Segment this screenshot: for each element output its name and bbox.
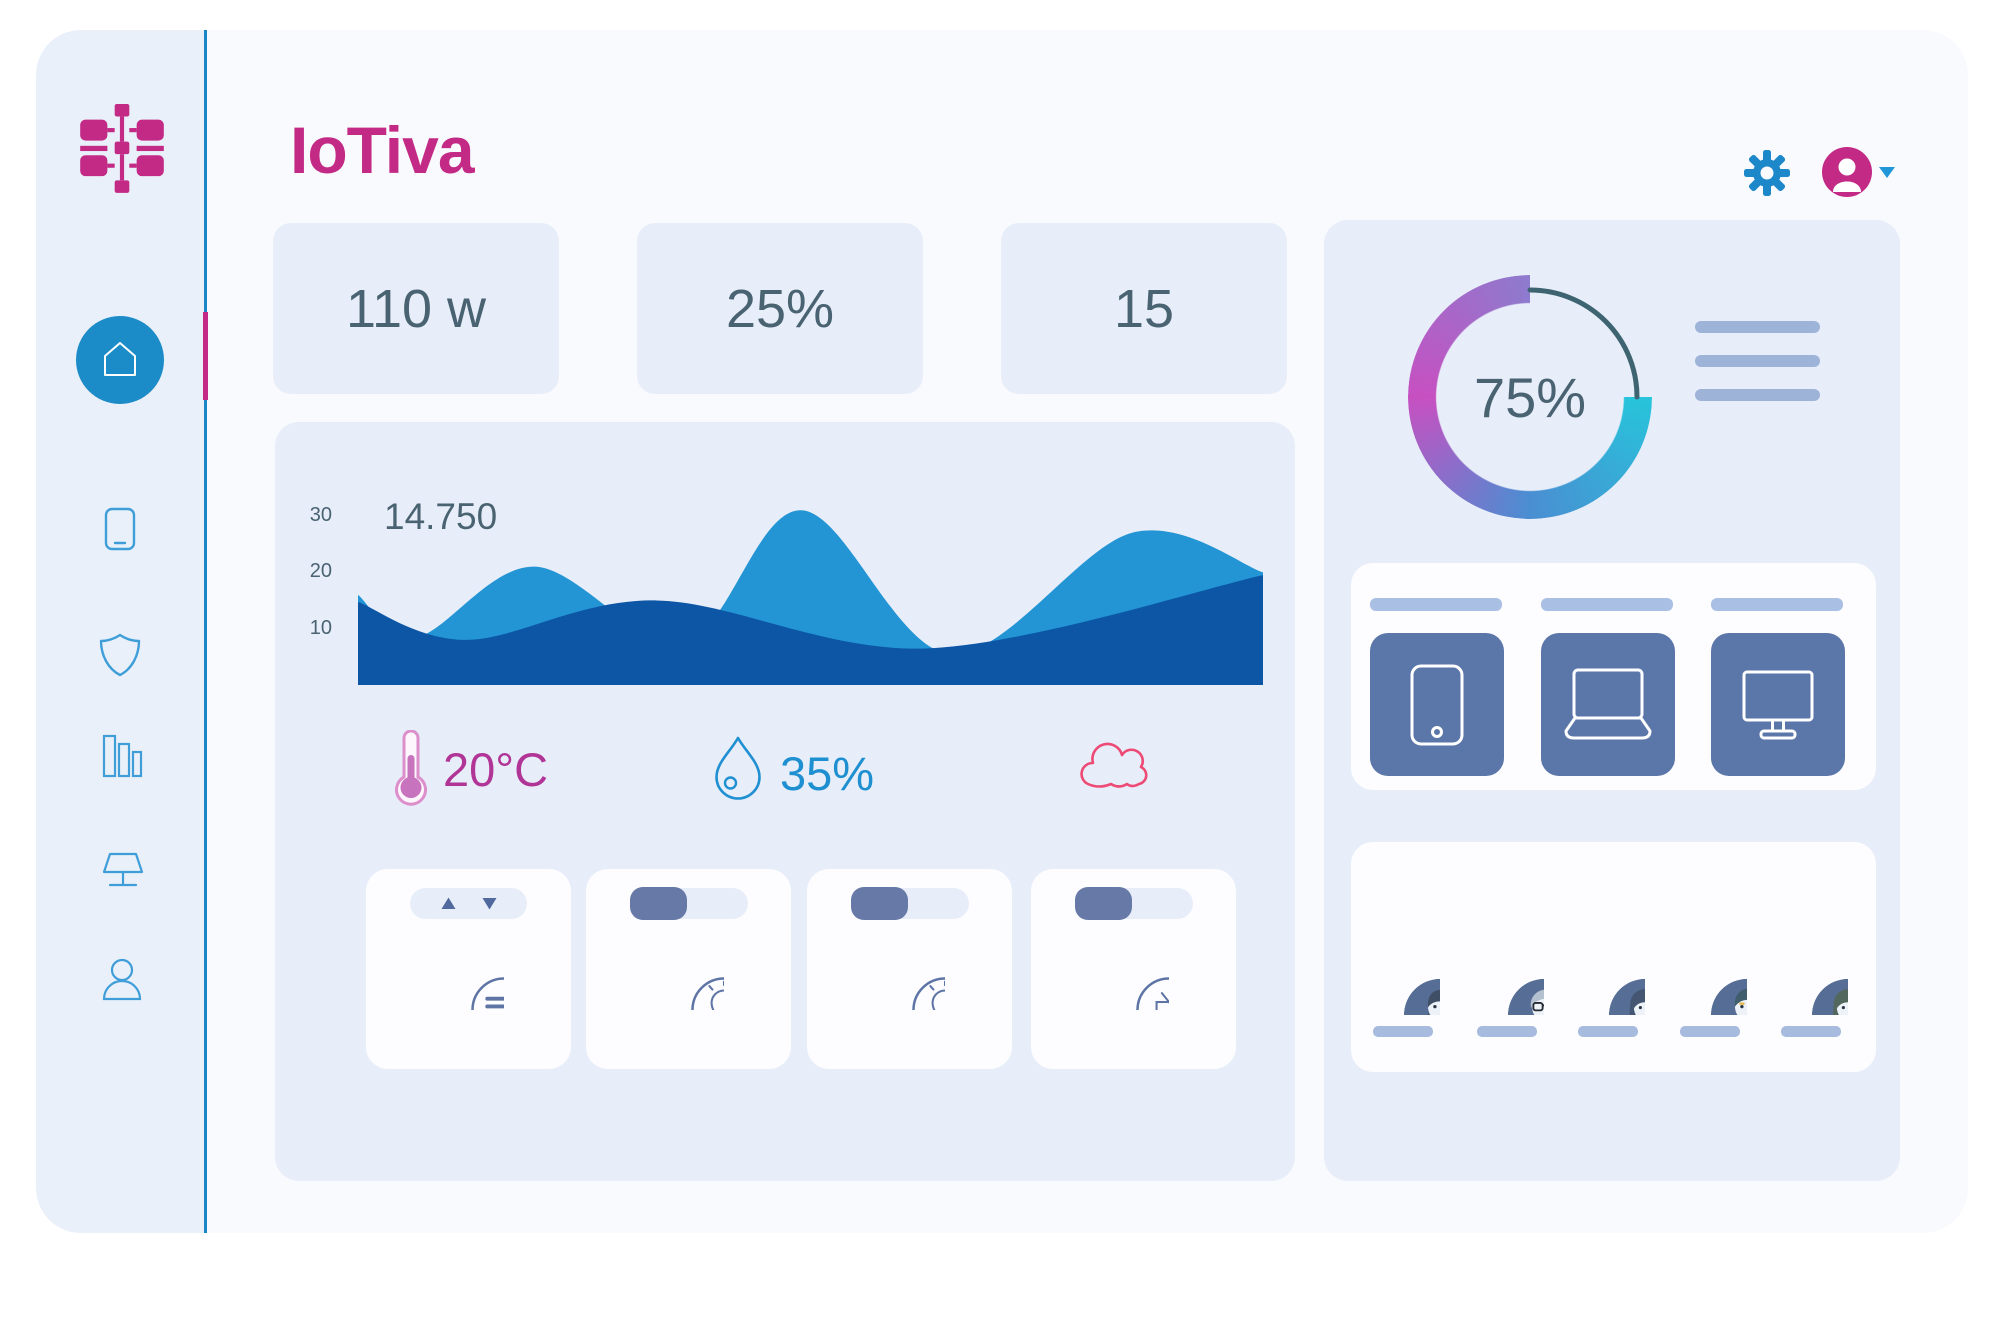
blinds-stepper[interactable] — [410, 888, 527, 919]
device-label-bar — [1541, 598, 1673, 611]
area-chart — [358, 510, 1263, 685]
tv-icon[interactable] — [1098, 939, 1169, 1010]
usage-donut-chart: 75% — [1408, 275, 1652, 519]
user-name-bar — [1578, 1026, 1638, 1037]
thermometer-icon — [395, 730, 427, 806]
stat-value: 15 — [1113, 278, 1175, 339]
devices-card — [1351, 563, 1876, 790]
avatar-woman-blue[interactable] — [1774, 941, 1848, 1015]
tv-toggle[interactable] — [1075, 887, 1193, 920]
stat-card-percent: 25% — [637, 223, 923, 394]
stat-card-power: 110 w — [273, 223, 559, 394]
donut-remainder-arc — [1527, 287, 1640, 400]
sidebar-item-lighting[interactable] — [99, 845, 147, 893]
device-label-bar — [1711, 598, 1843, 611]
menu-lines-icon[interactable] — [1695, 321, 1820, 401]
temperature-value: 20°C — [443, 743, 549, 796]
sidebar-item-home[interactable] — [76, 316, 164, 404]
device-tile-laptop[interactable] — [1541, 633, 1675, 776]
water-drop-icon — [715, 736, 761, 800]
down-arrow-icon[interactable] — [482, 897, 497, 910]
device-tile-monitor[interactable] — [1711, 633, 1845, 776]
stat-value: 25% — [725, 278, 835, 339]
device-tile-tablet[interactable] — [1370, 633, 1504, 776]
control-card-light-2 — [807, 869, 1012, 1069]
series-consumption-dark — [358, 575, 1263, 685]
brand-wordmark: IoTiva — [290, 113, 475, 187]
blinds-icon[interactable] — [433, 939, 504, 1010]
gear-icon[interactable] — [1742, 148, 1792, 198]
user-name-bar — [1477, 1026, 1537, 1037]
light-2-toggle[interactable] — [851, 887, 969, 920]
light-bulb-icon[interactable] — [874, 939, 945, 1010]
avatar-man-glasses[interactable] — [1470, 941, 1544, 1015]
cloud-icon — [1080, 742, 1148, 788]
bar-chart-icon — [102, 734, 143, 778]
tablet-icon — [104, 507, 136, 551]
tablet-icon — [1387, 655, 1487, 755]
monitor-icon — [1728, 655, 1828, 755]
stat-card-count: 15 — [1001, 223, 1287, 394]
circuit-hub-icon — [80, 104, 164, 193]
user-avatar-icon[interactable] — [1822, 147, 1872, 197]
user-icon — [102, 958, 142, 1001]
avatar-woman-yellow[interactable] — [1571, 941, 1645, 1015]
chevron-down-icon[interactable] — [1878, 166, 1896, 179]
light-bulb-icon[interactable] — [653, 939, 724, 1010]
home-icon — [104, 342, 136, 376]
avatar-bearded-man[interactable] — [1366, 941, 1440, 1015]
user-name-bar — [1373, 1026, 1433, 1037]
donut-percent-label: 75% — [1473, 365, 1587, 429]
y-axis-tick: 30 — [309, 504, 332, 526]
user-name-bar — [1781, 1026, 1841, 1037]
up-arrow-icon[interactable] — [441, 897, 456, 910]
chart-value-label: 14.750 — [384, 496, 498, 537]
menu-line — [1695, 355, 1820, 367]
sidebar-item-statistics[interactable] — [98, 732, 146, 780]
users-card — [1351, 842, 1876, 1072]
avatar-man-mustache[interactable] — [1673, 941, 1747, 1015]
user-name-bar — [1680, 1026, 1740, 1037]
toggle-knob[interactable] — [1075, 887, 1132, 920]
device-label-bar — [1370, 598, 1502, 611]
laptop-icon — [1558, 655, 1658, 755]
sidebar-item-devices[interactable] — [96, 505, 144, 553]
humidity-value: 35% — [780, 747, 875, 800]
sidebar — [36, 30, 205, 1233]
active-nav-indicator — [203, 312, 208, 400]
menu-line — [1695, 321, 1820, 333]
menu-line — [1695, 389, 1820, 401]
stat-value: 110 w — [345, 278, 487, 339]
y-axis-tick: 20 — [309, 560, 332, 582]
control-card-blinds — [366, 869, 571, 1069]
control-card-light-1 — [586, 869, 791, 1069]
toggle-knob[interactable] — [851, 887, 908, 920]
sidebar-item-profile[interactable] — [98, 955, 146, 1003]
toggle-knob[interactable] — [630, 887, 687, 920]
lamp-icon — [102, 852, 144, 887]
y-axis-tick: 10 — [309, 617, 332, 639]
sidebar-divider — [204, 30, 207, 1233]
shield-icon — [99, 633, 141, 677]
donut-ring — [1408, 275, 1652, 519]
sidebar-item-security[interactable] — [96, 631, 144, 679]
light-1-toggle[interactable] — [630, 887, 748, 920]
control-card-tv — [1031, 869, 1236, 1069]
